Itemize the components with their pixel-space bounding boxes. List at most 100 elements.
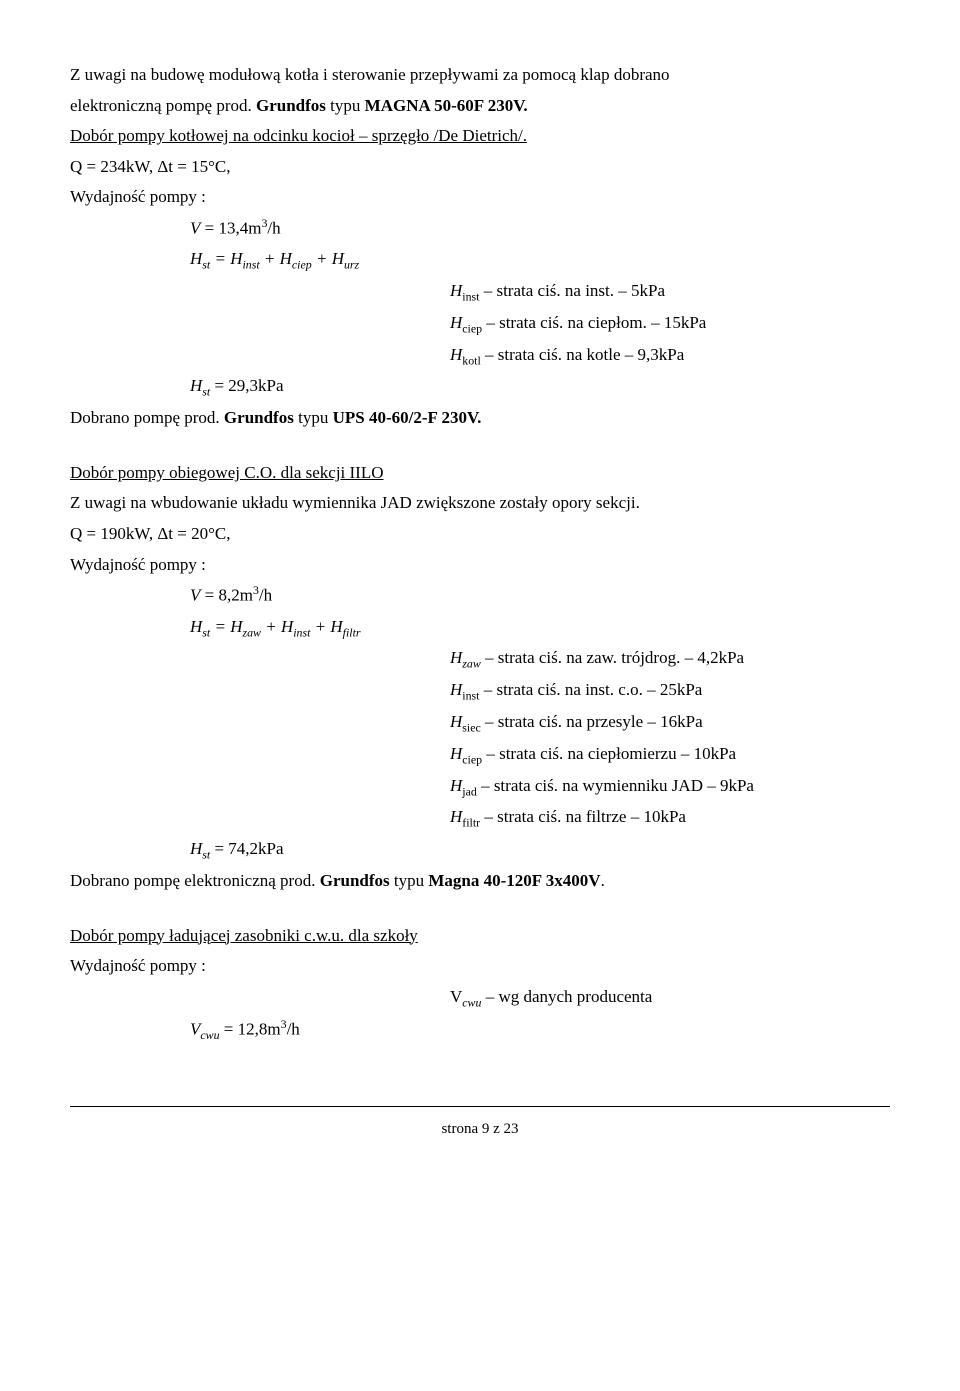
sub: ciep (462, 321, 482, 335)
loss-inst-2: Hinst – strata ciś. na inst. c.o. – 25kP… (70, 675, 890, 707)
loss-kotl-1: Hkotl – strata ciś. na kotle – 9,3kPa (70, 340, 890, 372)
sub: kotl (462, 353, 481, 367)
text: Dobrano pompę prod. (70, 408, 224, 427)
label-wydajnosc-3: Wydajność pompy : (70, 951, 890, 982)
var-h: H (450, 648, 462, 667)
text: – strata ciś. na przesyle – 16kPa (481, 712, 703, 731)
heading-pump-co: Dobór pompy obiegowej C.O. dla sekcji II… (70, 458, 890, 489)
note-vcwu: Vcwu – wg danych producenta (70, 982, 890, 1014)
var-v: V (190, 586, 200, 605)
loss-ciep-2: Hciep – strata ciś. na ciepłomierzu – 10… (70, 739, 890, 771)
eq-hst2: Hst = Hzaw + Hinst + Hfiltr (70, 612, 890, 644)
var-h: H (190, 249, 202, 268)
text: typu (326, 96, 365, 115)
var-h: H (450, 313, 462, 332)
heading-pump-boiler: Dobór pompy kotłowej na odcinku kocioł –… (70, 121, 890, 152)
var-v: V (190, 219, 200, 238)
sub: siec (462, 720, 481, 734)
text: + H (260, 249, 292, 268)
var-h: H (450, 680, 462, 699)
text: – strata ciś. na filtrze – 10kPa (480, 807, 686, 826)
loss-filtr-2: Hfiltr – strata ciś. na filtrze – 10kPa (70, 802, 890, 834)
label-wydajnosc-2: Wydajność pompy : (70, 550, 890, 581)
text: – strata ciś. na ciepłom. – 15kPa (482, 313, 706, 332)
result-pump-2: Dobrano pompę elektroniczną prod. Grundf… (70, 866, 890, 897)
para-jad: Z uwagi na wbudowanie układu wymiennika … (70, 488, 890, 519)
sub: filtr (343, 625, 361, 639)
heading-pump-cwu: Dobór pompy ładującej zasobniki c.w.u. d… (70, 921, 890, 952)
para-intro-line2: elektroniczną pompę prod. Grundfos typu … (70, 91, 890, 122)
text: = 12,8m (220, 1019, 281, 1038)
sub: jad (462, 784, 477, 798)
sub: zaw (242, 625, 261, 639)
var-h: H (450, 744, 462, 763)
text: = 74,2kPa (210, 839, 283, 858)
var-h: H (190, 839, 202, 858)
params-q-dt-1: Q = 234kW, Δt = 15°C, (70, 152, 890, 183)
text: = 8,2m (200, 586, 253, 605)
page-footer: strona 9 z 23 (70, 1116, 890, 1143)
text: . (601, 871, 605, 890)
sub: inst (242, 258, 259, 272)
text: – strata ciś. na wymienniku JAD – 9kPa (477, 776, 754, 795)
var-h: H (450, 807, 462, 826)
text: + H (310, 617, 342, 636)
text: – wg danych producenta (481, 987, 652, 1006)
text: – strata ciś. na kotle – 9,3kPa (481, 345, 685, 364)
eq-hst-val-1: Hst = 29,3kPa (70, 371, 890, 403)
text: + H (261, 617, 293, 636)
result-pump-1: Dobrano pompę prod. Grundfos typu UPS 40… (70, 403, 890, 434)
sub: urz (344, 258, 359, 272)
model-magna2: Magna 40-120F 3x400V (428, 871, 600, 890)
var-h: H (190, 617, 202, 636)
model-ups: UPS 40-60/2-F 230V. (333, 408, 482, 427)
text: = 29,3kPa (210, 376, 283, 395)
sub: ciep (462, 752, 482, 766)
var-h: H (450, 281, 462, 300)
text: – strata ciś. na zaw. trójdrog. – 4,2kPa (481, 648, 744, 667)
text: = 13,4m (200, 219, 261, 238)
text: – strata ciś. na ciepłomierzu – 10kPa (482, 744, 736, 763)
sub: inst (293, 625, 310, 639)
text: typu (294, 408, 333, 427)
params-q-dt-2: Q = 190kW, Δt = 20°C, (70, 519, 890, 550)
var-h: H (450, 345, 462, 364)
loss-ciep-1: Hciep – strata ciś. na ciepłom. – 15kPa (70, 308, 890, 340)
text: = H (210, 617, 242, 636)
var-h: H (450, 776, 462, 795)
para-intro-line1: Z uwagi na budowę modułową kotła i stero… (70, 60, 890, 91)
var-v: V (450, 987, 462, 1006)
eq-hst-val-2: Hst = 74,2kPa (70, 834, 890, 866)
text: Dobrano pompę elektroniczną prod. (70, 871, 320, 890)
var-h: H (190, 376, 202, 395)
sub: filtr (462, 816, 480, 830)
text: + H (312, 249, 344, 268)
loss-jad-2: Hjad – strata ciś. na wymienniku JAD – 9… (70, 771, 890, 803)
sub: ciep (292, 258, 312, 272)
brand-grundfos: Grundfos (224, 408, 294, 427)
sub: inst (462, 689, 479, 703)
text: /h (259, 586, 272, 605)
brand-grundfos: Grundfos (320, 871, 390, 890)
text: /h (287, 1019, 300, 1038)
loss-inst-1: Hinst – strata ciś. na inst. – 5kPa (70, 276, 890, 308)
var-v: V (190, 1019, 200, 1038)
eq-vcwu: Vcwu = 12,8m3/h (70, 1014, 890, 1046)
text: – strata ciś. na inst. – 5kPa (479, 281, 665, 300)
text: = H (210, 249, 242, 268)
sub: zaw (462, 657, 481, 671)
eq-v1: V = 13,4m3/h (70, 213, 890, 244)
text: typu (390, 871, 429, 890)
label-wydajnosc-1: Wydajność pompy : (70, 182, 890, 213)
sub: cwu (462, 995, 481, 1009)
text: elektroniczną pompę prod. (70, 96, 256, 115)
loss-zaw-2: Hzaw – strata ciś. na zaw. trójdrog. – 4… (70, 643, 890, 675)
text: – strata ciś. na inst. c.o. – 25kPa (479, 680, 702, 699)
model-magna: MAGNA 50-60F 230V. (365, 96, 528, 115)
brand-grundfos: Grundfos (256, 96, 326, 115)
eq-v2: V = 8,2m3/h (70, 580, 890, 611)
footer-rule (70, 1106, 890, 1107)
sub: cwu (200, 1028, 219, 1042)
sub: inst (462, 289, 479, 303)
loss-siec-2: Hsiec – strata ciś. na przesyle – 16kPa (70, 707, 890, 739)
